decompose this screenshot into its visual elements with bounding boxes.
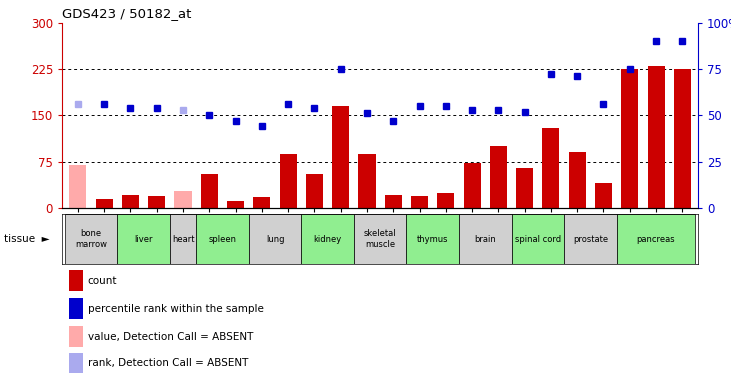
Bar [201, 174, 218, 208]
Bar [354, 214, 406, 264]
Bar [170, 214, 196, 264]
Text: spinal cord: spinal cord [515, 235, 561, 244]
Bar [122, 195, 139, 208]
Bar [358, 154, 376, 208]
Bar [569, 152, 586, 208]
Text: tissue  ►: tissue ► [4, 234, 49, 244]
Text: bone
marrow: bone marrow [75, 230, 107, 249]
Bar [542, 128, 559, 208]
Text: rank, Detection Call = ABSENT: rank, Detection Call = ABSENT [88, 358, 248, 368]
Bar [196, 214, 249, 264]
Text: liver: liver [135, 235, 153, 244]
Text: prostate: prostate [573, 235, 608, 244]
Bar [437, 193, 455, 208]
Bar [249, 214, 301, 264]
Bar [512, 214, 564, 264]
Text: pancreas: pancreas [637, 235, 675, 244]
Text: kidney: kidney [314, 235, 341, 244]
Bar [254, 197, 270, 208]
Text: thymus: thymus [417, 235, 448, 244]
Bar [65, 214, 117, 264]
Text: spleen: spleen [208, 235, 236, 244]
Bar [621, 69, 638, 208]
Bar [459, 214, 512, 264]
Bar [117, 214, 170, 264]
Bar [463, 163, 481, 208]
Bar [406, 214, 459, 264]
Bar [617, 214, 695, 264]
Text: GDS423 / 50182_at: GDS423 / 50182_at [62, 7, 192, 20]
Bar [516, 168, 533, 208]
Bar [332, 106, 349, 208]
Text: brain: brain [474, 235, 496, 244]
Bar [69, 165, 86, 208]
Bar [301, 214, 354, 264]
Bar [385, 195, 402, 208]
Bar [175, 191, 192, 208]
Text: skeletal
muscle: skeletal muscle [364, 230, 396, 249]
Text: value, Detection Call = ABSENT: value, Detection Call = ABSENT [88, 332, 253, 342]
Bar [674, 69, 691, 208]
Bar [279, 154, 297, 208]
Text: lung: lung [266, 235, 284, 244]
Bar [648, 66, 664, 208]
Bar [227, 201, 244, 208]
Text: count: count [88, 276, 117, 285]
Bar [490, 146, 507, 208]
Bar [96, 199, 113, 208]
Bar [564, 214, 617, 264]
Bar [306, 174, 323, 208]
Bar [148, 196, 165, 208]
Text: heart: heart [172, 235, 194, 244]
Bar [595, 183, 612, 208]
Text: percentile rank within the sample: percentile rank within the sample [88, 304, 264, 313]
Bar [411, 196, 428, 208]
